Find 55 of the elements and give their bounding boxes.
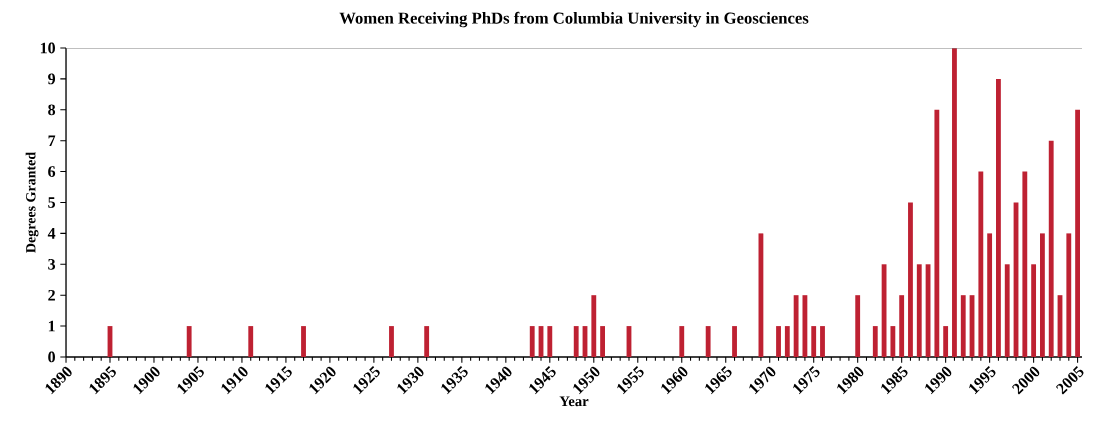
bar — [890, 326, 896, 357]
bar — [934, 109, 940, 357]
y-tick-label: 9 — [48, 73, 56, 85]
bar — [705, 326, 711, 357]
chart-title: Women Receiving PhDs from Columbia University in Geosciences — [339, 11, 809, 28]
y-tick-label: 5 — [48, 197, 56, 208]
bar — [996, 78, 1001, 357]
bar — [784, 326, 790, 357]
bar — [872, 326, 878, 357]
bar — [960, 295, 966, 357]
bar — [1048, 140, 1054, 357]
bar — [424, 326, 430, 357]
y-tick-label: 8 — [48, 104, 56, 116]
y-tick-label: 10 — [40, 42, 55, 54]
bar — [978, 171, 984, 357]
y-axis-title: Degrees Granted — [25, 152, 39, 253]
y-tick-label: 7 — [48, 135, 56, 146]
bar — [943, 326, 949, 357]
bar — [248, 326, 254, 357]
bar — [855, 295, 861, 357]
y-tick-label: 0 — [48, 351, 55, 363]
bar — [1031, 264, 1037, 357]
bar — [802, 295, 808, 357]
y-tick-label: 4 — [47, 228, 56, 239]
bar — [389, 326, 394, 357]
bar — [1040, 233, 1045, 357]
bar — [1066, 233, 1072, 357]
y-tick-label: 6 — [48, 166, 56, 177]
bar — [591, 295, 597, 357]
bar — [908, 202, 913, 357]
bar — [820, 326, 825, 357]
y-tick-label: 2 — [48, 289, 55, 301]
bar — [547, 326, 553, 357]
bar — [679, 326, 685, 357]
bar — [573, 326, 579, 357]
bar — [301, 326, 306, 357]
bar — [732, 326, 737, 357]
bar — [916, 264, 922, 357]
bar — [1022, 171, 1028, 357]
y-tick-label: 3 — [48, 258, 56, 270]
bar — [529, 326, 535, 357]
bar — [952, 47, 957, 357]
bar — [776, 326, 781, 357]
bar — [899, 295, 905, 357]
bar — [186, 326, 192, 357]
bar — [987, 233, 993, 357]
y-tick-label: 1 — [48, 320, 55, 332]
x-tick-label: 1950 — [573, 366, 600, 395]
bar — [811, 326, 817, 357]
bar — [600, 326, 606, 357]
bar — [1075, 109, 1081, 357]
bar — [793, 295, 799, 357]
x-tick-label: 1940 — [485, 366, 512, 395]
bar — [1004, 264, 1010, 357]
x-axis-title: Year — [559, 396, 589, 407]
